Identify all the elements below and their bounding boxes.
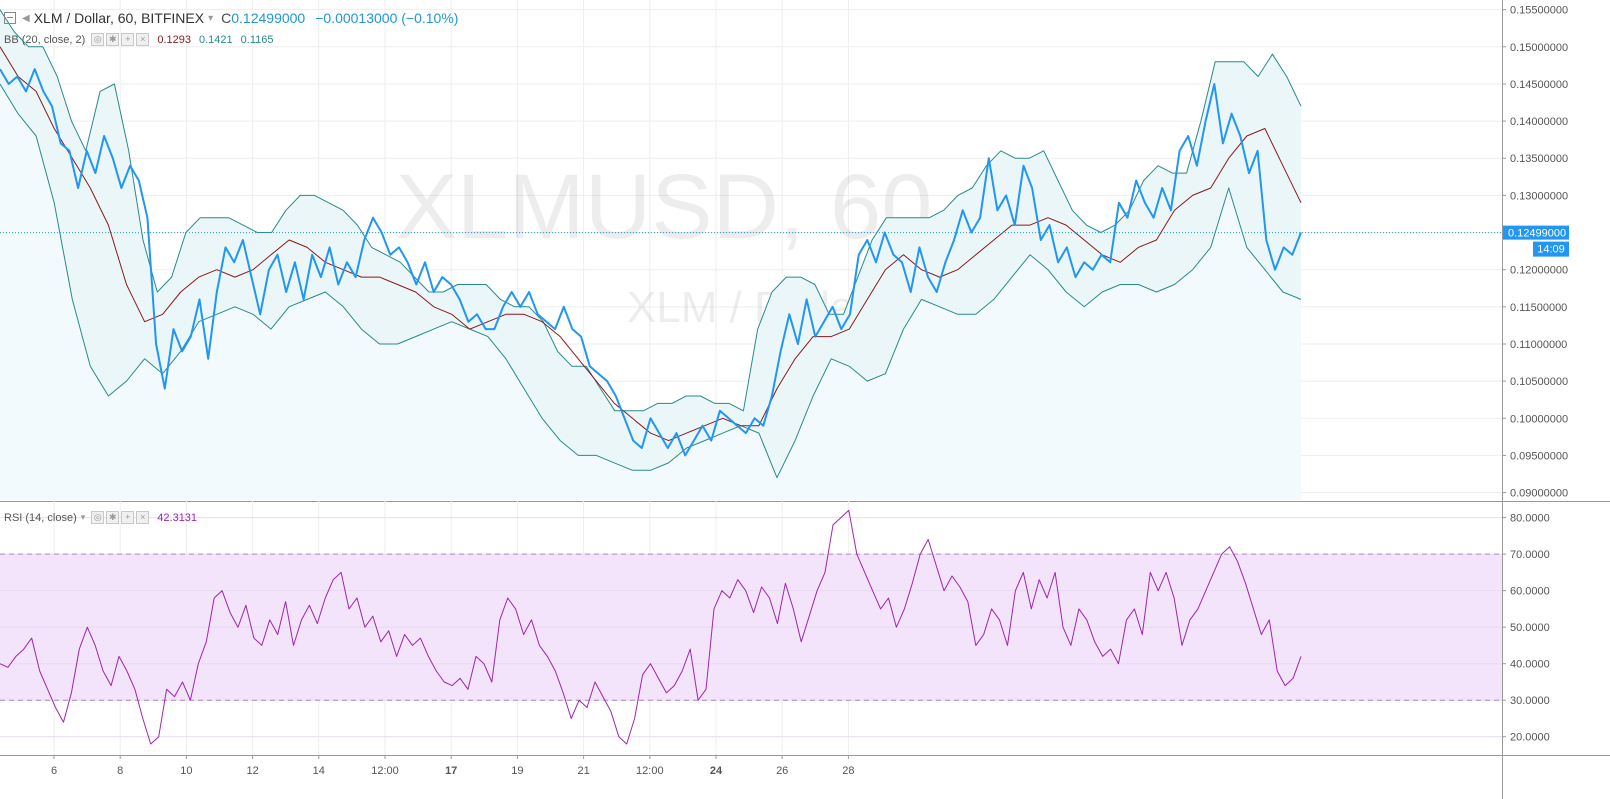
chevron-down-icon[interactable]: ▾: [208, 12, 214, 24]
x-tick-label: 12: [246, 765, 258, 777]
x-tick-label: 24: [710, 765, 723, 777]
y-tick-label: 0.09500000: [1510, 450, 1568, 462]
bb-basis-value: 0.1421: [198, 33, 233, 46]
countdown-label: 14:09: [1537, 244, 1565, 256]
rsi-y-tick-label: 60.0000: [1510, 586, 1550, 598]
collapse-icon[interactable]: [4, 12, 16, 24]
x-tick-label: 19: [511, 765, 523, 777]
y-tick-label: 0.10000000: [1510, 413, 1568, 425]
rsi-y-tick-label: 30.0000: [1510, 695, 1550, 707]
countdown-tag: [1533, 241, 1569, 257]
y-tick-label: 0.15000000: [1510, 42, 1568, 54]
rsi-y-tick-label: 50.0000: [1510, 622, 1550, 634]
y-tick-label: 0.10500000: [1510, 376, 1568, 388]
bb-legend: BB (20, close, 2) ◎ ✱ + × 0.1293 0.1421 …: [4, 33, 281, 46]
bb-lower-value: 0.1165: [240, 33, 274, 46]
bb-upper-line: [0, 9, 1302, 412]
chevron-down-icon[interactable]: ▾: [80, 512, 86, 522]
plus-icon[interactable]: +: [121, 33, 135, 46]
y-tick-label: 0.15500000: [1510, 5, 1568, 17]
y-tick-label: 0.13500000: [1510, 153, 1568, 165]
x-tick-label: 12:00: [371, 765, 399, 777]
eye-icon[interactable]: ◎: [91, 511, 105, 524]
y-tick-label: 0.13000000: [1510, 190, 1568, 202]
chevron-left-icon[interactable]: ◀: [22, 12, 30, 24]
close-icon[interactable]: ×: [136, 511, 150, 524]
rsi-y-tick-label: 40.0000: [1510, 659, 1550, 671]
rsi-y-tick-label: 70.0000: [1510, 549, 1550, 561]
y-tick-label: 0.11000000: [1510, 339, 1567, 351]
plus-icon[interactable]: +: [121, 511, 135, 524]
price-line: [0, 68, 1302, 457]
y-tick-label: 0.09000000: [1510, 488, 1568, 500]
x-tick-label: 8: [117, 765, 123, 777]
last-price-tag: [1503, 225, 1569, 240]
rsi-label[interactable]: RSI (14, close): [4, 511, 77, 524]
x-tick-label: 21: [577, 765, 589, 777]
rsi-legend: RSI (14, close) ▾ ◎ ✱ + × 42.3131: [4, 511, 205, 524]
y-tick-label: 0.14500000: [1510, 79, 1568, 91]
bb-upper-value: 0.1293: [157, 33, 191, 46]
y-tick-label: 0.11500000: [1510, 302, 1567, 314]
gear-icon[interactable]: ✱: [106, 511, 120, 524]
close-icon[interactable]: ×: [136, 33, 150, 46]
symbol-title[interactable]: XLM / Dollar, 60, BITFINEX: [33, 10, 205, 26]
rsi-value: 42.3131: [157, 511, 198, 524]
bb-label[interactable]: BB (20, close, 2): [4, 33, 86, 46]
bb-basis-line: [0, 46, 1302, 442]
rsi-line: [0, 509, 1302, 745]
x-tick-label: 12:00: [636, 765, 664, 777]
close-value: 0.12499000: [231, 10, 306, 26]
last-price-label: 0.12499000: [1508, 228, 1566, 240]
x-tick-label: 17: [445, 765, 457, 777]
x-tick-label: 6: [51, 765, 57, 777]
rsi-y-tick-label: 80.0000: [1510, 513, 1550, 525]
x-tick-label: 26: [776, 765, 788, 777]
watermark-main: XLMUSD, 60: [396, 156, 933, 258]
close-label: C: [221, 10, 232, 26]
price-change: −0.00013000 (−0.10%): [315, 10, 459, 26]
y-tick-label: 0.14000000: [1510, 116, 1568, 128]
gear-icon[interactable]: ✱: [106, 33, 120, 46]
bb-lower-line: [0, 83, 1302, 479]
bb-band-fill: [0, 9, 1301, 478]
eye-icon[interactable]: ◎: [91, 33, 105, 46]
price-area-background: [0, 9, 1301, 500]
x-tick-label: 28: [842, 765, 854, 777]
y-tick-label: 0.12000000: [1510, 265, 1568, 277]
x-tick-label: 10: [180, 765, 192, 777]
x-tick-label: 14: [313, 765, 325, 777]
chart-header: ◀ XLM / Dollar, 60, BITFINEX ▾ C 0.12499…: [4, 10, 458, 26]
rsi-y-tick-label: 20.0000: [1510, 732, 1550, 744]
